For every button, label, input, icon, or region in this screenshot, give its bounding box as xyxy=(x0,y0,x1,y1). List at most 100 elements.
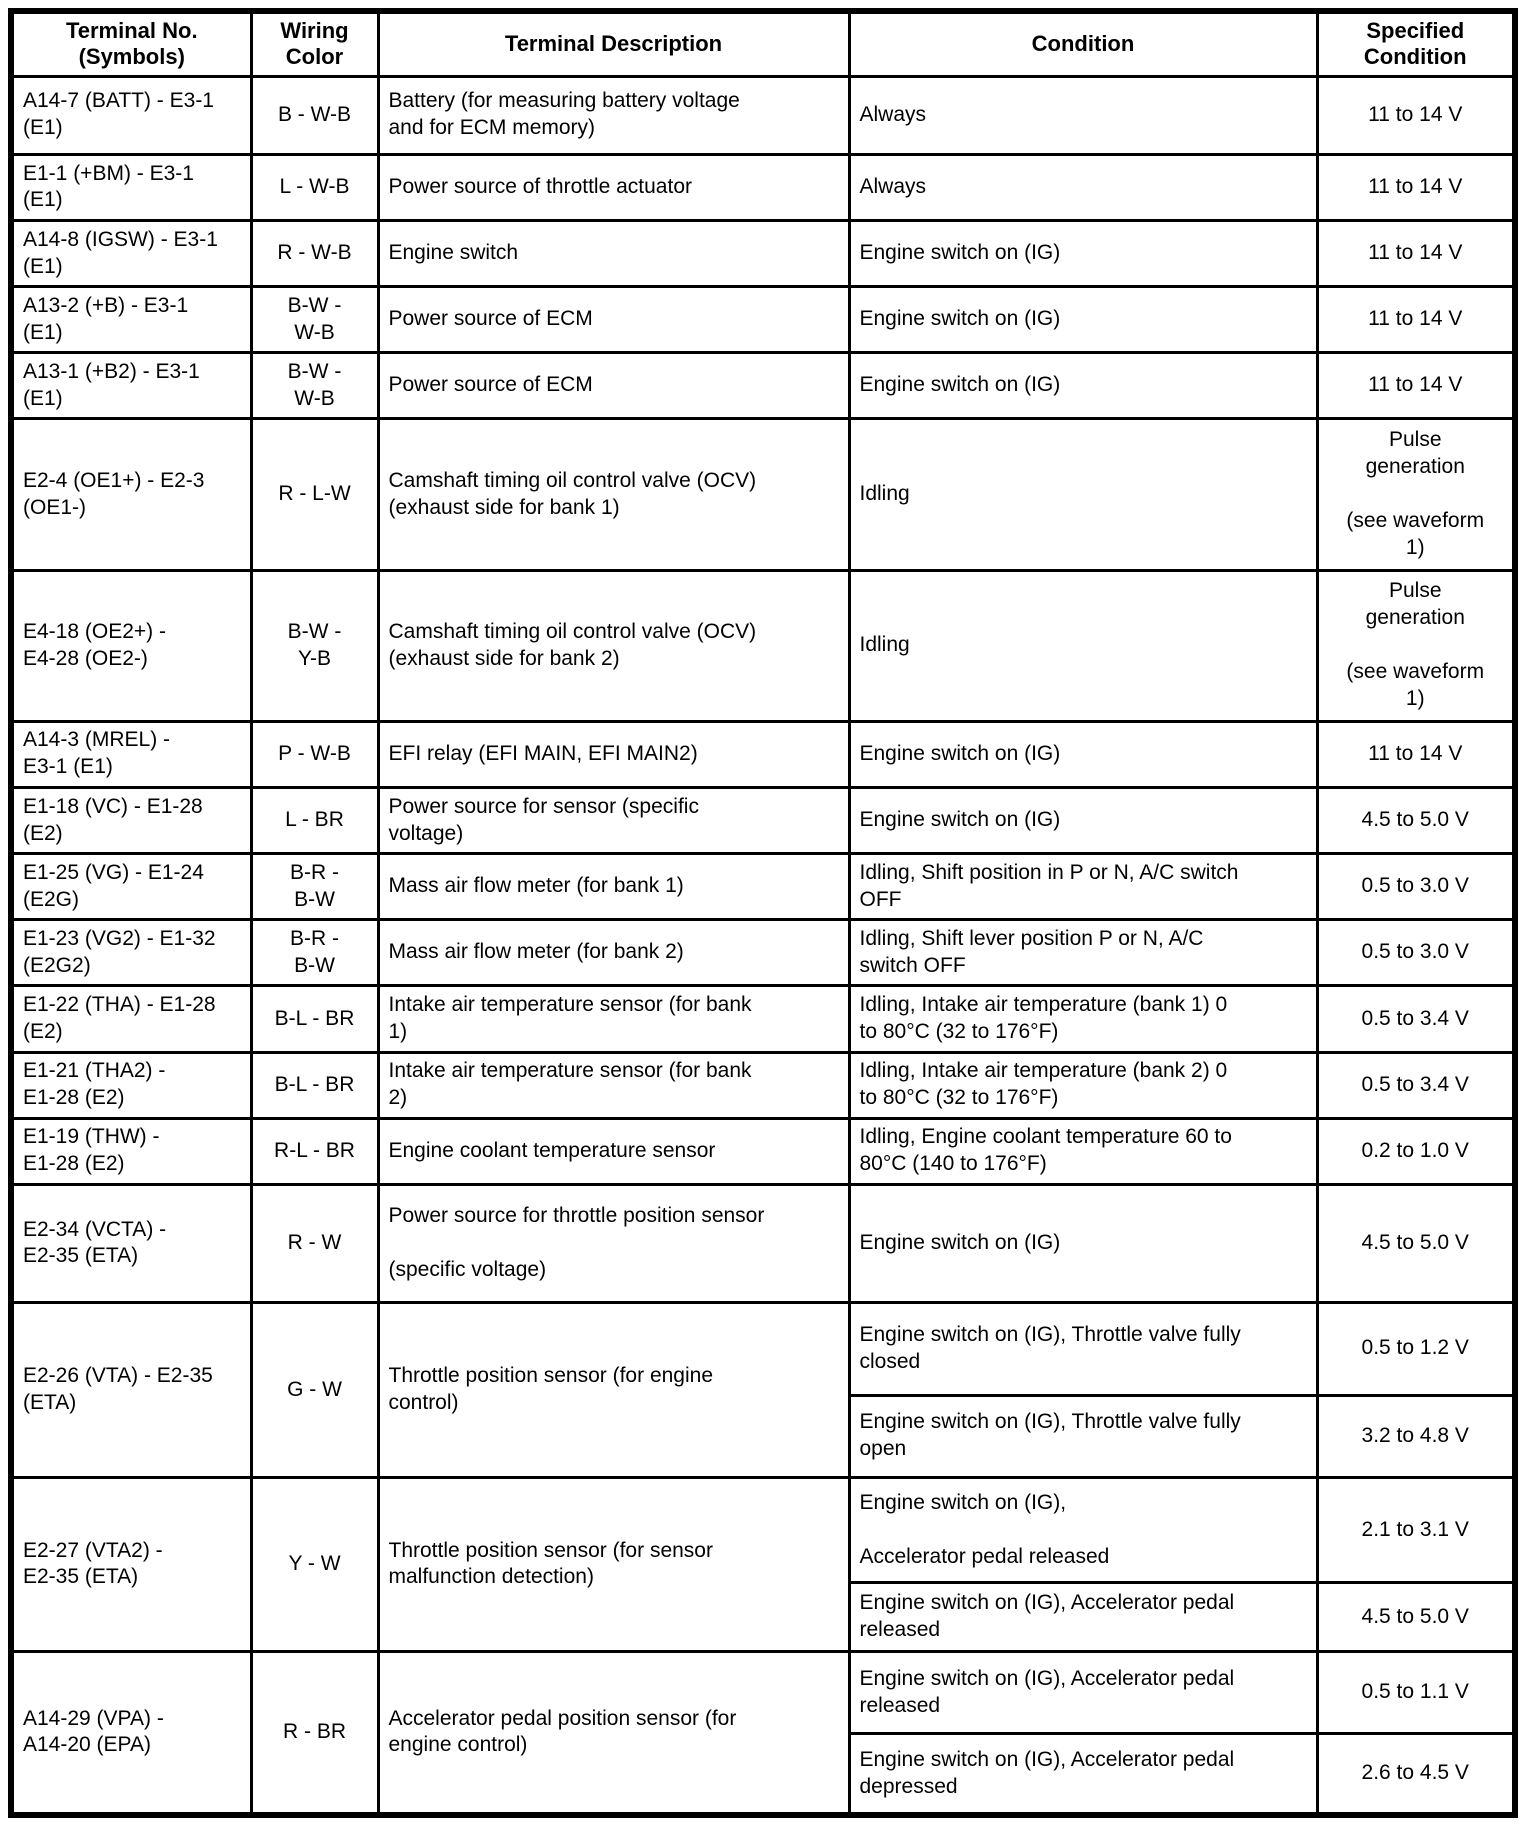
specified-condition-cell: 0.5 to 1.2 V xyxy=(1315,1300,1517,1397)
table-row: E2-4 (OE1+) - E2-3 (OE1-) R - L-W Camshaft… xyxy=(9,417,1517,572)
description-cell: Power source of ECM xyxy=(376,351,851,421)
table-row: E2-34 (VCTA) - E2-35 (ETA) R - W Power sou… xyxy=(9,1182,1517,1304)
description-cell: Mass air flow meter (for bank 1) xyxy=(376,852,851,922)
specified-condition-cell: 0.5 to 3.4 V xyxy=(1315,1050,1517,1120)
description-cell: Throttle position sensor (for engine con… xyxy=(376,1300,851,1479)
specified-condition-cell: 11 to 14 V xyxy=(1315,285,1517,355)
table-row: Engine switch on (IG), Accelerator pedal… xyxy=(11,1732,1517,1817)
condition-cell: Engine switch on (IG), Throttle valve fu… xyxy=(847,1393,1319,1479)
table-header: Terminal No. (Symbols) Wiring Color Term… xyxy=(9,9,1517,78)
wiring-color-cell: L - W-B xyxy=(249,152,380,222)
wiring-color-cell: R - BR xyxy=(249,1649,380,1817)
specified-condition-cell: Pulse generation (see waveform 1) xyxy=(1315,417,1517,572)
terminal-cell: E1-23 (VG2) - E1-32 (E2G2) xyxy=(9,918,253,988)
specified-condition-cell: 3.2 to 4.8 V xyxy=(1315,1393,1517,1479)
condition-cell: Engine switch on (IG), Throttle valve fu… xyxy=(847,1300,1319,1397)
header-terminal-description: Terminal Description xyxy=(376,9,851,78)
description-cell: Engine switch xyxy=(376,218,851,289)
specified-condition-cell: 0.5 to 1.1 V xyxy=(1315,1649,1517,1736)
terminal-cell: A14-7 (BATT) - E3-1 (E1) xyxy=(9,74,253,156)
table-row: A13-2 (+B) - E3-1 (E1) B-W - W-B Power sou… xyxy=(9,285,1517,355)
condition-cell: Always xyxy=(847,74,1319,156)
specified-condition-cell: 0.5 to 3.0 V xyxy=(1315,852,1517,922)
terminal-cell: E1-1 (+BM) - E3-1 (E1) xyxy=(9,152,253,222)
specified-condition-cell: 2.6 to 4.5 V xyxy=(1315,1732,1517,1817)
condition-cell: Engine switch on (IG) xyxy=(847,1182,1319,1304)
table-row: E1-1 (+BM) - E3-1 (E1) L - W-B Power sourc… xyxy=(9,152,1517,222)
table-row: E2-27 (VTA2) - E2-35 (ETA) Y - W Throttle … xyxy=(9,1475,1517,1653)
description-cell: Throttle position sensor (for sensor mal… xyxy=(376,1475,851,1653)
terminal-cell: E2-27 (VTA2) - E2-35 (ETA) xyxy=(9,1475,253,1653)
description-cell: Camshaft timing oil control valve (OCV) … xyxy=(376,568,851,723)
table-row: E1-21 (THA2) - E1-28 (E2) B-L - BR Intake … xyxy=(9,1050,1517,1120)
specified-condition-cell: 4.5 to 5.0 V xyxy=(1315,785,1517,856)
terminal-cell: A14-3 (MREL) - E3-1 (E1) xyxy=(9,719,253,789)
condition-cell: Idling xyxy=(847,568,1319,723)
description-cell: Accelerator pedal position sensor (for e… xyxy=(376,1649,851,1817)
header-condition: Condition xyxy=(847,9,1319,78)
specified-condition-cell: Pulse generation (see waveform 1) xyxy=(1315,568,1517,723)
condition-cell: Engine switch on (IG), Accelerator pedal… xyxy=(847,1475,1319,1585)
specified-condition-cell: 0.5 to 3.4 V xyxy=(1315,984,1517,1054)
table-row: E1-22 (THA) - E1-28 (E2) B-L - BR Intake a… xyxy=(9,984,1517,1054)
wiring-color-cell: R - L-W xyxy=(249,417,380,572)
condition-cell: Engine switch on (IG) xyxy=(847,285,1319,355)
terminal-cell: E2-34 (VCTA) - E2-35 (ETA) xyxy=(9,1182,253,1304)
wiring-color-cell: G - W xyxy=(249,1300,380,1479)
condition-cell: Always xyxy=(847,152,1319,222)
table-row: A14-7 (BATT) - E3-1 (E1) B - W-B Battery (… xyxy=(9,74,1517,156)
specified-condition-cell: 2.1 to 3.1 V xyxy=(1315,1475,1517,1585)
terminal-cell: A13-1 (+B2) - E3-1 (E1) xyxy=(9,351,253,421)
table-row: A14-29 (VPA) - A14-20 (EPA) R - BR Acceler… xyxy=(9,1649,1517,1817)
table-row: Engine switch on (IG), Throttle valve fu… xyxy=(11,1393,1517,1479)
terminal-cell: E1-22 (THA) - E1-28 (E2) xyxy=(9,984,253,1054)
terminal-cell: A14-8 (IGSW) - E3-1 (E1) xyxy=(9,218,253,289)
description-cell: Intake air temperature sensor (for bank … xyxy=(376,984,851,1054)
terminal-cell: E1-21 (THA2) - E1-28 (E2) xyxy=(9,1050,253,1120)
table-row: E4-18 (OE2+) - E4-28 (OE2-) B-W - Y-B Cams… xyxy=(9,568,1517,723)
condition-cell: Engine switch on (IG), Accelerator pedal… xyxy=(847,1649,1319,1736)
description-cell: Power source of throttle actuator xyxy=(376,152,851,222)
table-row: A14-8 (IGSW) - E3-1 (E1) R - W-B Engine sw… xyxy=(9,218,1517,289)
specified-condition-cell: 11 to 14 V xyxy=(1315,74,1517,156)
description-cell: Engine coolant temperature sensor xyxy=(376,1116,851,1186)
wiring-color-cell: Y - W xyxy=(249,1475,380,1653)
terminal-cell: A14-29 (VPA) - A14-20 (EPA) xyxy=(9,1649,253,1817)
description-cell: Mass air flow meter (for bank 2) xyxy=(376,918,851,988)
terminal-cell: E4-18 (OE2+) - E4-28 (OE2-) xyxy=(9,568,253,723)
condition-cell: Engine switch on (IG) xyxy=(847,218,1319,289)
table-row: Engine switch on (IG), Accelerator pedal… xyxy=(11,1581,1517,1653)
description-cell: Battery (for measuring battery voltage a… xyxy=(376,74,851,156)
terminal-cell: E2-4 (OE1+) - E2-3 (OE1-) xyxy=(9,417,253,572)
table-row: E1-18 (VC) - E1-28 (E2) L - BR Power sourc… xyxy=(9,785,1517,856)
specified-condition-cell: 11 to 14 V xyxy=(1315,719,1517,789)
table-row: A13-1 (+B2) - E3-1 (E1) B-W - W-B Power so… xyxy=(9,351,1517,421)
wiring-color-cell: B-W - W-B xyxy=(249,351,380,421)
wiring-color-cell: R-L - BR xyxy=(249,1116,380,1186)
specified-condition-cell: 4.5 to 5.0 V xyxy=(1315,1182,1517,1304)
table-row: A14-3 (MREL) - E3-1 (E1) P - W-B EFI relay… xyxy=(9,719,1517,789)
specified-condition-cell: 11 to 14 V xyxy=(1315,152,1517,222)
description-cell: Camshaft timing oil control valve (OCV) … xyxy=(376,417,851,572)
condition-cell: Idling, Shift position in P or N, A/C sw… xyxy=(847,852,1319,922)
condition-cell: Idling, Engine coolant temperature 60 to… xyxy=(847,1116,1319,1186)
specified-condition-cell: 4.5 to 5.0 V xyxy=(1315,1581,1517,1653)
description-cell: Power source for throttle position senso… xyxy=(376,1182,851,1304)
condition-cell: Engine switch on (IG) xyxy=(847,351,1319,421)
table-row: E1-19 (THW) - E1-28 (E2) R-L - BR Engine c… xyxy=(9,1116,1517,1186)
wiring-color-cell: B-L - BR xyxy=(249,984,380,1054)
terminal-cell: E1-25 (VG) - E1-24 (E2G) xyxy=(9,852,253,922)
wiring-color-cell: B-L - BR xyxy=(249,1050,380,1120)
terminal-cell: A13-2 (+B) - E3-1 (E1) xyxy=(9,285,253,355)
description-cell: Power source for sensor (specific voltag… xyxy=(376,785,851,856)
condition-cell: Idling, Shift lever position P or N, A/C… xyxy=(847,918,1319,988)
wiring-color-cell: B-W - W-B xyxy=(249,285,380,355)
table-row: E2-26 (VTA) - E2-35 (ETA) G - W Throttle p… xyxy=(9,1300,1517,1479)
header-terminal-no: Terminal No. (Symbols) xyxy=(9,9,253,78)
header-wiring-color: Wiring Color xyxy=(249,9,380,78)
table-body: A14-7 (BATT) - E3-1 (E1) B - W-B Battery (… xyxy=(9,74,1517,1817)
condition-cell: Idling, Intake air temperature (bank 1) … xyxy=(847,984,1319,1054)
table-row: E1-23 (VG2) - E1-32 (E2G2) B-R - B-W Mass … xyxy=(9,918,1517,988)
terminal-specification-table: Terminal No. (Symbols) Wiring Color Term… xyxy=(8,8,1518,1818)
condition-cell: Engine switch on (IG), Accelerator pedal… xyxy=(847,1732,1319,1817)
